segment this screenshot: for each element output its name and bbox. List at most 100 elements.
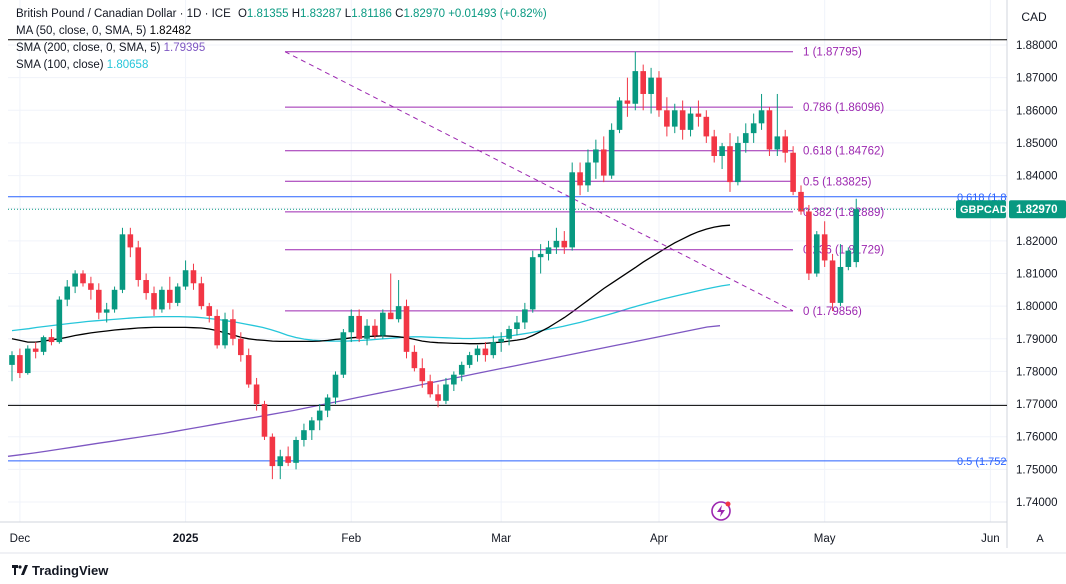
time-tick-label: Jun — [981, 533, 1000, 545]
fibonacci-retracement[interactable]: 1 (1.87795) 0.786 (1.86096) 0.618 (1.84762… — [284, 47, 884, 318]
sma100-label: SMA (100, close) — [16, 59, 104, 71]
auto-scale-button[interactable]: A — [1036, 533, 1044, 545]
candle — [545, 240, 552, 261]
sma100-value: 1.80658 — [106, 59, 149, 71]
candle-body — [88, 283, 94, 290]
candle-body — [774, 136, 781, 150]
grid-layer — [0, 0, 1066, 554]
fib-level-label: 1 (1.87795) — [803, 47, 862, 59]
candle-body — [553, 240, 560, 248]
fib-level-label: 0.618 (1.84762) — [803, 146, 884, 158]
candle-body — [48, 337, 55, 343]
candle-body — [364, 325, 370, 339]
candle-body — [198, 283, 205, 307]
candle — [348, 309, 355, 343]
candle-body — [806, 211, 812, 274]
candle-body — [790, 152, 796, 192]
candle — [253, 377, 260, 411]
price-tick-label: 1.81000 — [1016, 269, 1058, 281]
candle-body — [285, 456, 291, 463]
candle-body — [616, 100, 623, 130]
sma200-legend[interactable]: SMA (200, close, 0, SMA, 5) 1.79395 — [16, 42, 205, 54]
candle — [798, 185, 804, 215]
ma50-legend[interactable]: MA (50, close, 0, SMA, 5) 1.82482 — [16, 25, 191, 37]
candle — [324, 394, 331, 418]
candle-body — [837, 266, 844, 303]
candle — [182, 260, 189, 290]
candle — [277, 449, 284, 480]
candle-body — [261, 404, 268, 437]
candle-body — [514, 322, 520, 329]
candle — [735, 136, 741, 186]
candle-body — [569, 172, 575, 248]
candle-body — [656, 77, 662, 111]
currency-button[interactable]: CAD — [1021, 10, 1047, 24]
candle-body — [624, 100, 631, 104]
price-tick-label: 1.77000 — [1016, 399, 1058, 411]
candle — [301, 423, 307, 447]
candle-body — [32, 348, 39, 352]
symbol-title: British Pound / Canadian Dollar · 1D · I… — [16, 8, 231, 20]
candle-body — [253, 384, 260, 405]
candle-body — [17, 355, 23, 374]
candle-body — [238, 338, 244, 356]
candle — [451, 371, 457, 392]
candle — [774, 93, 781, 156]
candle-body — [466, 355, 473, 365]
candle — [656, 71, 662, 117]
candle-body — [103, 309, 110, 313]
candle-body — [395, 306, 402, 320]
sma100-legend[interactable]: SMA (100, close) 1.80658 — [16, 59, 148, 71]
candle — [190, 263, 197, 290]
candle-body — [174, 286, 181, 303]
price-tick-label: 1.80000 — [1016, 301, 1058, 313]
candle — [309, 417, 315, 440]
sma200-label: SMA (200, close, 0, SMA, 5) — [16, 42, 161, 54]
tradingview-logo-text: TradingView — [32, 562, 109, 578]
candle-body — [64, 286, 71, 300]
candle — [435, 384, 441, 408]
candle — [553, 227, 560, 254]
candle — [88, 276, 94, 300]
flash-icon[interactable] — [710, 500, 732, 522]
candle — [214, 309, 220, 349]
candle — [782, 129, 789, 163]
time-axis[interactable]: Dec 2025 Feb Mar Apr May Jun — [10, 533, 1000, 545]
candle-body — [324, 397, 331, 411]
candle-body — [766, 110, 773, 150]
price-tag-label: 1.82970 — [1016, 204, 1058, 216]
candle-body — [608, 129, 615, 176]
open-label: O — [237, 8, 247, 20]
candle — [356, 309, 362, 343]
candle — [845, 247, 852, 271]
candle-body — [387, 312, 394, 320]
candle — [474, 345, 481, 362]
high-value: 1.83287 — [300, 8, 342, 20]
price-tick-label: 1.82000 — [1016, 236, 1058, 248]
candle — [127, 227, 134, 258]
candle-body — [577, 172, 583, 186]
price-tick-label: 1.86000 — [1016, 105, 1058, 117]
candle — [17, 348, 23, 378]
candle-body — [182, 270, 189, 287]
tradingview-logo[interactable]: TradingView — [12, 561, 108, 579]
candle — [135, 240, 142, 287]
candle — [151, 286, 157, 316]
price-tick-label: 1.87000 — [1016, 73, 1058, 85]
candle-body — [632, 71, 639, 104]
price-tick-label: 1.76000 — [1016, 432, 1058, 444]
candle — [95, 283, 102, 320]
candle — [174, 283, 181, 307]
candle-body — [687, 113, 694, 130]
fib-level-label: 0.786 (1.86096) — [803, 102, 884, 114]
time-tick-label: Apr — [650, 533, 668, 545]
candle — [498, 332, 504, 352]
price-axis[interactable]: 1.880001.870001.860001.850001.840001.830… — [8, 40, 1066, 509]
candle — [577, 162, 583, 196]
candle-body — [498, 338, 504, 343]
candle — [395, 280, 402, 323]
candle-body — [593, 149, 599, 163]
candle — [482, 342, 489, 362]
candle — [198, 276, 205, 310]
